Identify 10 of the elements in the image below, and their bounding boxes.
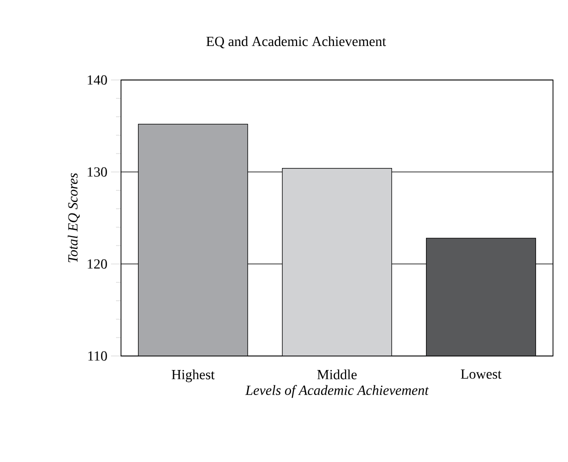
x-tick-label: Middle bbox=[317, 369, 357, 380]
x-axis-title: Levels of Academic Achievement bbox=[245, 385, 429, 398]
x-tick-label: Lowest bbox=[460, 369, 502, 379]
chart-title: EQ and Academic Achievement bbox=[206, 36, 386, 48]
y-tick-label: 140 bbox=[88, 75, 107, 85]
x-tick-label: Highest bbox=[172, 369, 215, 382]
y-tick-label: 110 bbox=[88, 351, 107, 361]
y-tick-label: 120 bbox=[88, 259, 107, 269]
y-axis-title: Total EQ Scores bbox=[68, 173, 80, 262]
y-tick-label: 130 bbox=[88, 167, 107, 177]
